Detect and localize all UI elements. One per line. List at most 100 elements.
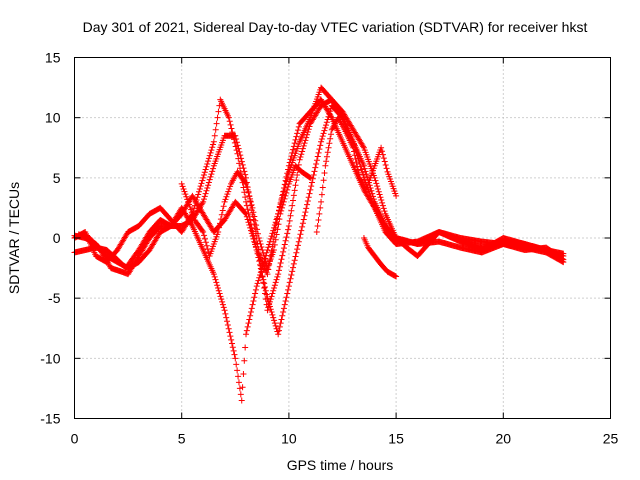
data-point — [260, 279, 267, 286]
data-point — [280, 309, 287, 316]
data-point — [211, 132, 218, 139]
data-point — [225, 325, 232, 332]
data-point — [279, 201, 286, 208]
data-point — [276, 216, 283, 223]
data-point — [264, 247, 271, 254]
data-point — [178, 180, 185, 187]
data-point — [270, 287, 277, 294]
data-point — [324, 149, 331, 156]
data-point — [311, 168, 318, 175]
data-point — [313, 157, 320, 164]
data-point — [291, 257, 298, 264]
data-point — [185, 198, 192, 205]
data-point — [304, 197, 311, 204]
data-point — [247, 312, 254, 319]
data-point — [363, 171, 370, 178]
data-point — [254, 230, 261, 237]
data-point — [227, 183, 234, 190]
data-point — [275, 331, 282, 338]
data-point — [233, 361, 240, 368]
data-point — [323, 153, 330, 160]
data-point — [227, 121, 234, 128]
data-point — [202, 190, 209, 197]
data-point — [273, 231, 280, 238]
data-point — [278, 207, 285, 214]
data-point — [219, 207, 226, 214]
data-point — [305, 194, 312, 201]
data-point — [277, 210, 284, 217]
data-point — [270, 314, 277, 321]
data-point — [261, 284, 268, 291]
data-point — [294, 246, 301, 253]
data-point — [233, 135, 240, 142]
data-point — [308, 179, 315, 186]
data-point — [233, 139, 240, 146]
data-point — [273, 276, 280, 283]
data-point — [302, 209, 309, 216]
data-point — [351, 148, 358, 155]
data-point — [299, 220, 306, 227]
data-point — [282, 237, 289, 244]
data-point — [272, 236, 279, 243]
data-point — [245, 189, 252, 196]
data-point — [288, 207, 295, 214]
data-point — [356, 160, 363, 167]
x-tick-label: 15 — [388, 431, 404, 447]
data-point — [355, 167, 362, 174]
data-point — [271, 317, 278, 324]
data-point — [282, 192, 289, 199]
data-point — [378, 144, 385, 151]
data-point — [292, 253, 299, 260]
data-point — [279, 252, 286, 259]
data-point — [304, 201, 311, 208]
data-point — [230, 347, 237, 354]
data-point — [379, 199, 386, 206]
data-point — [326, 110, 333, 117]
data-point — [285, 283, 292, 290]
data-point — [180, 186, 187, 193]
data-point — [269, 290, 276, 297]
data-point — [206, 176, 213, 183]
data-point — [284, 175, 291, 182]
data-point — [241, 357, 248, 364]
data-point — [272, 279, 279, 286]
data-point — [189, 211, 196, 218]
data-point — [226, 186, 233, 193]
data-point — [315, 149, 322, 156]
data-point — [286, 279, 293, 286]
data-point — [201, 235, 208, 242]
data-point — [271, 282, 278, 289]
data-point — [293, 133, 300, 140]
data-point — [210, 271, 217, 278]
data-point — [325, 113, 332, 120]
data-point — [215, 228, 222, 235]
data-point — [209, 168, 216, 175]
data-point — [217, 216, 224, 223]
data-point — [192, 199, 199, 206]
data-point — [193, 197, 200, 204]
data-point — [225, 114, 232, 121]
data-point — [264, 307, 271, 314]
data-point — [207, 149, 214, 156]
data-point — [560, 256, 567, 263]
data-point — [361, 165, 368, 172]
data-point — [212, 276, 219, 283]
data-point — [279, 204, 286, 211]
y-tick-label: 15 — [45, 50, 61, 66]
data-point — [253, 283, 260, 290]
data-point — [280, 248, 287, 255]
data-point — [350, 144, 357, 151]
data-point — [239, 384, 246, 391]
data-point — [254, 280, 261, 287]
data-point — [213, 120, 220, 127]
x-tick-label: 5 — [178, 431, 186, 447]
data-point — [290, 264, 297, 271]
data-point — [294, 127, 301, 134]
series-track-e — [178, 162, 314, 272]
data-point — [275, 221, 282, 228]
data-point — [276, 267, 283, 274]
data-point — [393, 273, 400, 280]
data-point — [198, 180, 205, 187]
data-point — [261, 290, 268, 297]
data-point — [210, 138, 217, 145]
